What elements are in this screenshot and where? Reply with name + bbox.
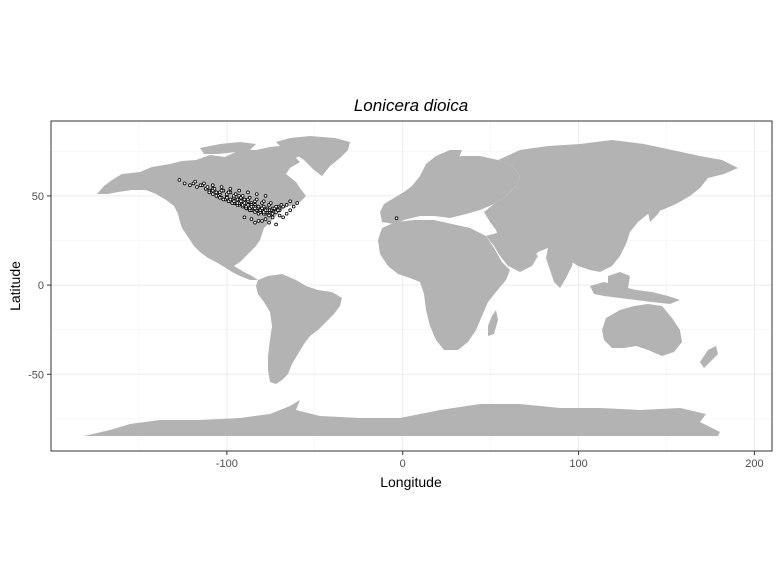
occurrence-point: [263, 194, 268, 198]
occurrence-point: [281, 204, 285, 209]
landmass-arabia: [486, 232, 538, 272]
occurrence-point: [263, 217, 268, 221]
landmass-scandinavia: [420, 150, 462, 178]
occurrence-point: [214, 194, 219, 198]
occurrence-point: [288, 199, 292, 204]
occurrence-point: [270, 211, 275, 216]
occurrence-point: [219, 188, 224, 193]
occurrence-point: [212, 186, 217, 191]
occurrence-point: [247, 195, 252, 200]
occurrence-point: [226, 190, 231, 195]
occurrence-point: [253, 206, 257, 211]
landmass-madagascar: [488, 310, 498, 336]
world-land-basemap: [84, 136, 738, 436]
occurrence-point: [242, 215, 247, 220]
y-axis-title: Latitude: [7, 261, 23, 311]
y-tick-label: 0: [38, 280, 44, 292]
occurrence-point: [233, 192, 238, 196]
occurrence-point: [193, 179, 198, 184]
x-tick-label: -100: [216, 458, 238, 470]
landmass-europe: [380, 156, 520, 224]
occurrence-point: [240, 194, 245, 198]
panel-border: [50, 120, 773, 452]
landmass-africa: [378, 220, 510, 350]
occurrence-point: [242, 197, 247, 202]
occurrence-point: [274, 204, 278, 209]
x-axis-title: Longitude: [380, 474, 442, 490]
y-axis-ticks: -50 0 50: [28, 191, 51, 381]
occurrence-point: [228, 197, 233, 202]
occurrence-point: [256, 219, 261, 223]
landmass-australia: [602, 304, 682, 356]
occurrence-point: [276, 208, 280, 212]
occurrence-point: [295, 201, 299, 205]
occurrence-point: [228, 186, 233, 191]
landmass-japan: [648, 198, 664, 222]
landmass-south-america: [256, 274, 342, 384]
occurrence-point: [249, 204, 254, 209]
occurrence-point: [256, 204, 261, 209]
y-tick-label: 50: [32, 191, 44, 203]
landmass-greenland: [276, 136, 350, 176]
occurrence-point: [288, 208, 292, 212]
occurrence-point: [270, 215, 275, 220]
landmass-arctic-islands: [200, 142, 256, 154]
occurrence-point: [260, 206, 264, 211]
occurrence-point: [246, 203, 250, 207]
occurrence-point: [269, 201, 273, 205]
occurrence-point: [284, 211, 289, 216]
occurrence-point: [277, 213, 282, 218]
occurrence-point: [210, 183, 215, 188]
occurrence-point: [242, 201, 247, 205]
occurrence-point: [198, 183, 203, 188]
occurrence-points: [177, 178, 399, 227]
landmass-new-zealand: [700, 346, 718, 368]
occurrence-point: [207, 190, 212, 195]
landmass-borneo: [608, 272, 630, 290]
occurrence-point: [260, 219, 264, 223]
occurrence-point: [177, 178, 182, 182]
landmass-india: [546, 248, 574, 288]
occurrence-point: [188, 183, 192, 188]
landmass-north-america: [97, 146, 306, 280]
occurrence-point: [274, 222, 278, 227]
occurrence-point: [291, 204, 296, 209]
occurrence-point: [237, 188, 241, 193]
x-tick-label: 0: [400, 458, 406, 470]
occurrence-point: [221, 197, 226, 202]
occurrence-point: [267, 220, 271, 225]
occurrence-point: [218, 195, 222, 200]
occurrence-point: [253, 220, 257, 225]
occurrence-point: [261, 199, 266, 204]
occurrence-point: [182, 181, 187, 186]
occurrence-point: [263, 208, 268, 212]
landmass-southeast-asia-islands: [590, 282, 680, 304]
occurrence-point: [219, 185, 224, 189]
chart-title: Lonicera dioica: [354, 96, 468, 115]
occurrence-point: [239, 199, 243, 204]
occurrence-point: [235, 201, 240, 205]
occurrence-point: [225, 195, 229, 200]
x-axis-ticks: -100 0 100 200: [216, 451, 764, 470]
x-tick-label: 200: [745, 458, 763, 470]
occurrence-point: [214, 190, 219, 195]
occurrence-point: [232, 199, 236, 204]
occurrence-point: [210, 192, 215, 196]
occurrence-point: [281, 215, 285, 220]
x-tick-label: 100: [569, 458, 587, 470]
occurrence-point: [195, 185, 199, 189]
y-tick-label: -50: [28, 369, 44, 381]
occurrence-point: [246, 190, 250, 195]
occurrence-point: [394, 216, 399, 221]
occurrence-point: [205, 185, 210, 189]
occurrence-point: [249, 217, 254, 221]
occurrence-point: [202, 181, 206, 186]
landmass-antarctica: [84, 400, 720, 436]
occurrence-point: [284, 203, 289, 207]
occurrence-point: [267, 213, 271, 218]
occurrence-point: [254, 192, 259, 196]
occurrence-point: [254, 197, 259, 202]
landmass-asia: [484, 140, 738, 272]
